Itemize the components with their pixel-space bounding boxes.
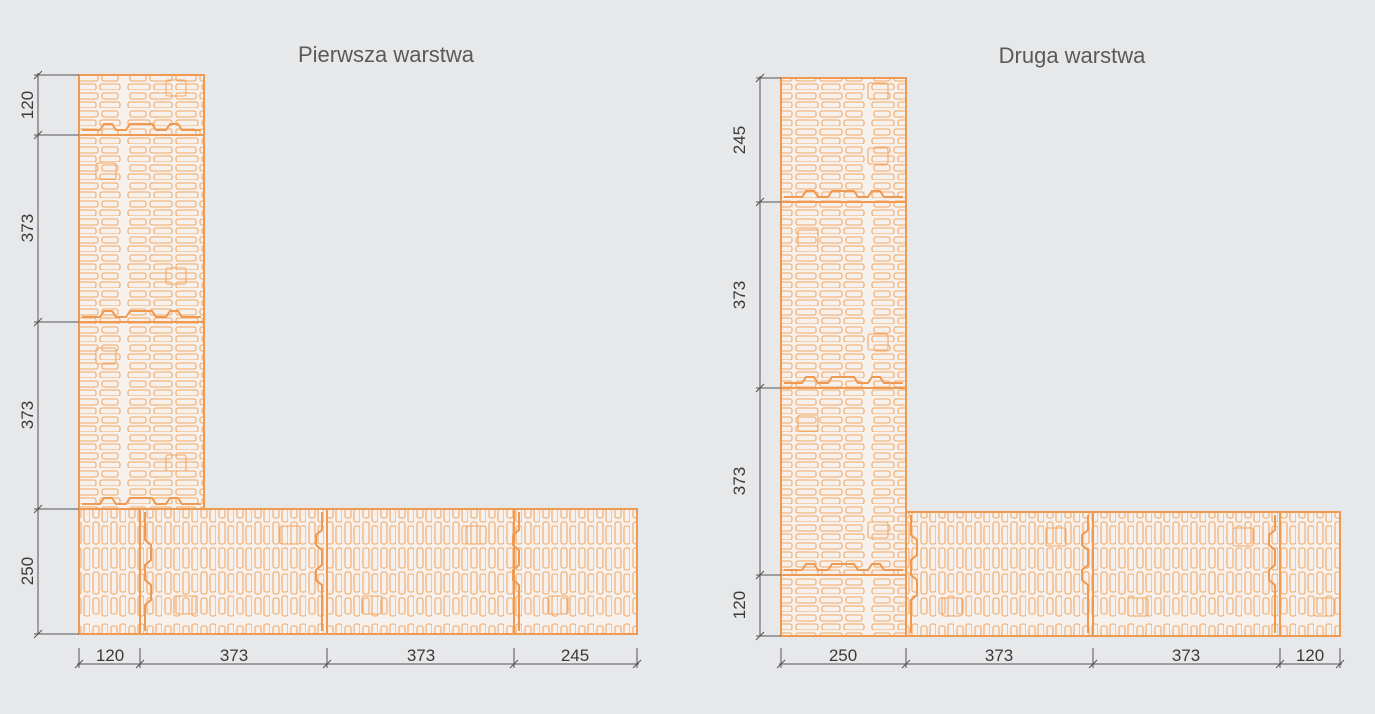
block-cavities (782, 576, 905, 635)
block-cavities (1281, 513, 1339, 635)
layer-1-title: Pierwsza warstwa (298, 42, 475, 67)
layer-1-vertical-wall (78, 74, 205, 510)
layer-2-title: Druga warstwa (999, 43, 1146, 68)
joint-profile (82, 123, 201, 131)
block-cavities (782, 389, 905, 574)
dim-label: 373 (18, 401, 37, 429)
joint-profile (1081, 515, 1089, 633)
dim-label: 120 (730, 591, 749, 619)
joint-profile (784, 563, 903, 571)
layer-1-horizontal-dimensions: 120 373 373 245 (74, 646, 642, 669)
dim-label: 250 (18, 557, 37, 585)
layer-1-diagram: Pierwsza warstwa (18, 42, 642, 669)
block-cavities (515, 510, 636, 633)
layer-2-vertical-wall (780, 77, 907, 637)
joint-profile (784, 190, 903, 198)
joint-profile (512, 512, 520, 631)
block-cavities (80, 323, 203, 508)
dim-label: 120 (96, 646, 124, 665)
joint-profile (82, 310, 201, 318)
block-cavities (782, 79, 905, 201)
joint-profile (1268, 515, 1276, 633)
dim-label: 373 (220, 646, 248, 665)
layer-2-horizontal-wall (905, 511, 1341, 637)
block-cavities (141, 510, 326, 633)
dim-label: 373 (1172, 646, 1200, 665)
block-cavities (782, 203, 905, 387)
block-cavities (80, 510, 139, 633)
joint-profile (784, 376, 903, 384)
dim-label: 250 (829, 646, 857, 665)
layer-2-horizontal-dimensions: 250 373 373 120 (776, 646, 1345, 669)
joint-profile (315, 512, 323, 631)
layer-2-vertical-dimensions: 245 373 373 120 (730, 73, 781, 641)
dim-label: 373 (730, 281, 749, 309)
layer-1-horizontal-wall (78, 508, 638, 635)
layer-1-vertical-dimensions: 120 373 373 250 (18, 70, 79, 639)
dim-label: 245 (561, 646, 589, 665)
dim-label: 373 (730, 467, 749, 495)
joint-profile (910, 515, 918, 633)
joint-profile (82, 497, 201, 505)
dim-label: 373 (18, 214, 37, 242)
dim-label: 245 (730, 126, 749, 154)
block-cavities (328, 510, 513, 633)
block-cavities (80, 136, 203, 321)
block-cavities (907, 513, 1092, 635)
dim-label: 120 (18, 91, 37, 119)
dim-label: 120 (1296, 646, 1324, 665)
joint-profile (144, 512, 152, 631)
dim-label: 373 (985, 646, 1013, 665)
block-cavities (1094, 513, 1279, 635)
block-cavities (80, 76, 203, 134)
layer-2-diagram: Druga warstwa (730, 43, 1345, 669)
dim-label: 373 (407, 646, 435, 665)
